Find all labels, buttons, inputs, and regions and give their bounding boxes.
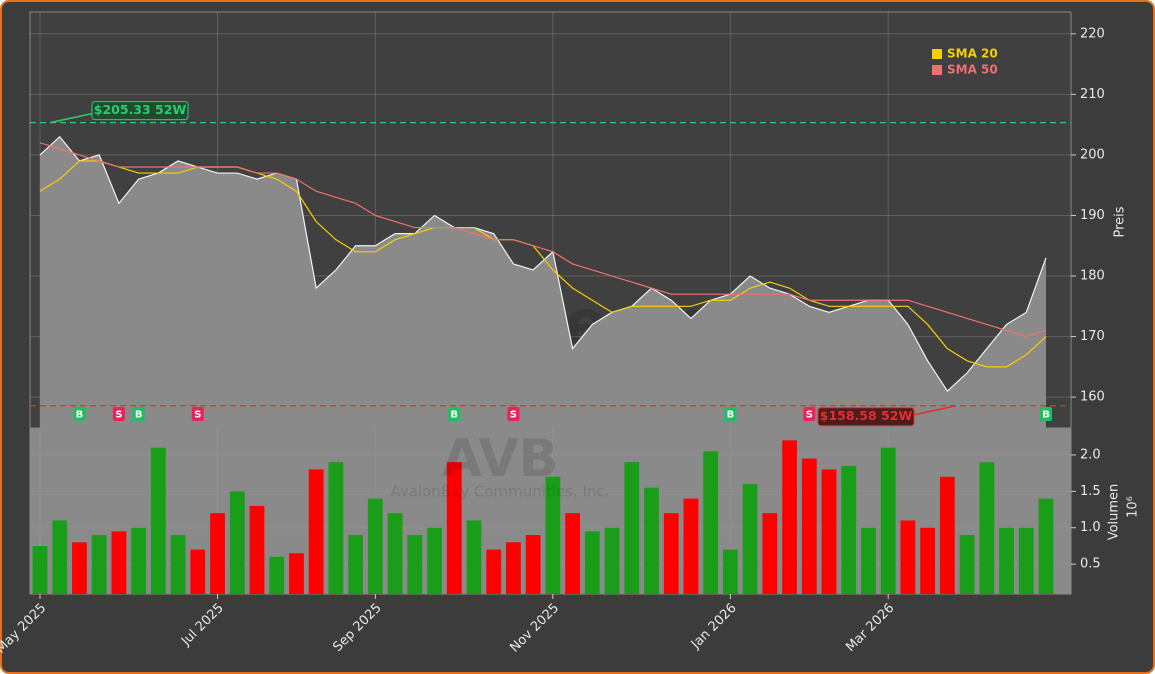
volume-bar xyxy=(703,451,719,594)
volume-bar xyxy=(308,469,324,594)
signal-label: B xyxy=(135,410,143,421)
legend-swatch xyxy=(932,65,942,75)
volume-bar xyxy=(170,535,186,594)
signal-box xyxy=(73,407,86,421)
volume-bar xyxy=(387,513,403,594)
volume-bar xyxy=(683,498,699,594)
y-tick-label: 180 xyxy=(1080,269,1105,284)
volume-bar xyxy=(722,549,738,594)
sma-line xyxy=(39,142,1047,338)
volume-bar xyxy=(742,484,758,594)
signal-label: B xyxy=(727,410,735,421)
volume-bar xyxy=(841,465,857,594)
signal-box xyxy=(112,407,125,421)
volume-bar xyxy=(1038,498,1054,594)
volume-bar xyxy=(821,469,837,594)
signal-label: B xyxy=(450,410,458,421)
volume-bar xyxy=(407,535,423,594)
volume-bar xyxy=(486,549,502,594)
volume-bar xyxy=(782,440,797,594)
y-axis-label: Preis xyxy=(1113,206,1128,237)
hline-label-box xyxy=(817,407,915,427)
volume-bar xyxy=(939,476,955,594)
volume-bar xyxy=(920,527,936,594)
signal-box xyxy=(724,407,737,421)
close-area xyxy=(40,136,1046,428)
signal-box xyxy=(132,407,145,421)
volume-bar xyxy=(446,462,462,594)
y-tick-label: 0.5 xyxy=(1080,557,1101,572)
hline-label: $205.33 52W xyxy=(94,102,187,117)
signal-label: S xyxy=(115,410,122,421)
y-tick-label: 210 xyxy=(1080,87,1105,102)
watermark-company: AvalonBay Communities, Inc. xyxy=(390,483,609,501)
volume-bar xyxy=(525,535,541,594)
signal-box xyxy=(191,407,204,421)
y-tick-label: 170 xyxy=(1080,329,1105,344)
volume-bar xyxy=(880,447,896,594)
volume-bar xyxy=(427,527,442,594)
volume-bar xyxy=(367,498,383,594)
volume-bar xyxy=(861,527,876,594)
signal-box xyxy=(507,407,520,421)
hline-label-box xyxy=(91,101,189,121)
volume-bar xyxy=(131,527,147,594)
hline-arrow xyxy=(913,404,957,416)
signal-label: S xyxy=(510,410,517,421)
volume-bar xyxy=(762,513,778,594)
volume-bar xyxy=(210,513,225,594)
volume-bar xyxy=(52,520,68,594)
volume-bar xyxy=(229,491,245,594)
volume-bar xyxy=(801,458,817,594)
y-tick-label: 1.5 xyxy=(1080,484,1101,499)
volume-bar xyxy=(32,545,48,594)
volume-bar xyxy=(91,535,107,594)
watermark-symbol: AVB xyxy=(442,429,559,489)
volume-bar xyxy=(111,531,127,594)
signal-label: S xyxy=(194,410,201,421)
volume-bar xyxy=(506,542,521,594)
volume-bar xyxy=(328,462,344,594)
volume-bar xyxy=(269,556,285,594)
volume-bar xyxy=(900,520,916,594)
volume-bar xyxy=(584,531,600,594)
signal-label: B xyxy=(1042,410,1050,421)
legend-label: SMA 20 xyxy=(947,47,998,61)
y-axis-label: Volumen xyxy=(1107,484,1122,541)
volume-bar xyxy=(999,527,1014,594)
signal-box xyxy=(1040,407,1052,421)
hline-label: $158.58 52W xyxy=(820,408,913,423)
volume-bar xyxy=(72,542,87,594)
volume-bar xyxy=(545,476,561,594)
volume-bar xyxy=(466,520,482,594)
y-tick-label: 190 xyxy=(1080,208,1105,223)
legend-label: SMA 50 xyxy=(947,63,998,77)
signal-box xyxy=(448,407,461,421)
volume-bar xyxy=(644,487,659,594)
volume-bar xyxy=(604,527,620,594)
volume-bar xyxy=(348,535,364,594)
legend-swatch xyxy=(932,49,942,59)
volume-bar xyxy=(190,549,206,594)
volume-bar xyxy=(663,513,679,594)
signal-box xyxy=(803,407,816,421)
y-tick-label: 160 xyxy=(1080,390,1105,405)
y-tick-label: 1.0 xyxy=(1080,520,1101,535)
hline-arrow xyxy=(49,112,93,124)
y-tick-label: 220 xyxy=(1080,26,1105,41)
volume-bar xyxy=(979,462,995,594)
y-tick-label: 200 xyxy=(1080,147,1105,162)
signal-label: B xyxy=(76,410,84,421)
volume-bar xyxy=(289,553,304,594)
volume-bar xyxy=(1018,527,1034,594)
y-tick-label: 2.0 xyxy=(1080,447,1101,462)
volume-bar xyxy=(624,462,640,594)
signal-label: S xyxy=(806,410,813,421)
y-axis-unit: 10⁶ xyxy=(1126,496,1141,518)
volume-bar xyxy=(959,535,975,594)
volume-bar xyxy=(565,513,580,594)
volume-bar xyxy=(150,447,166,594)
volume-bar xyxy=(249,505,265,594)
